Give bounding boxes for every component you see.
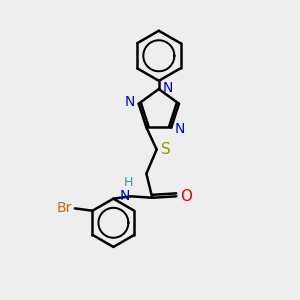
Text: N: N — [175, 122, 185, 136]
Text: N: N — [163, 81, 173, 94]
Text: S: S — [161, 142, 171, 157]
Text: Br: Br — [56, 201, 72, 215]
Text: N: N — [125, 95, 135, 109]
Text: N: N — [119, 189, 130, 203]
Text: H: H — [124, 176, 134, 189]
Text: O: O — [180, 189, 192, 204]
